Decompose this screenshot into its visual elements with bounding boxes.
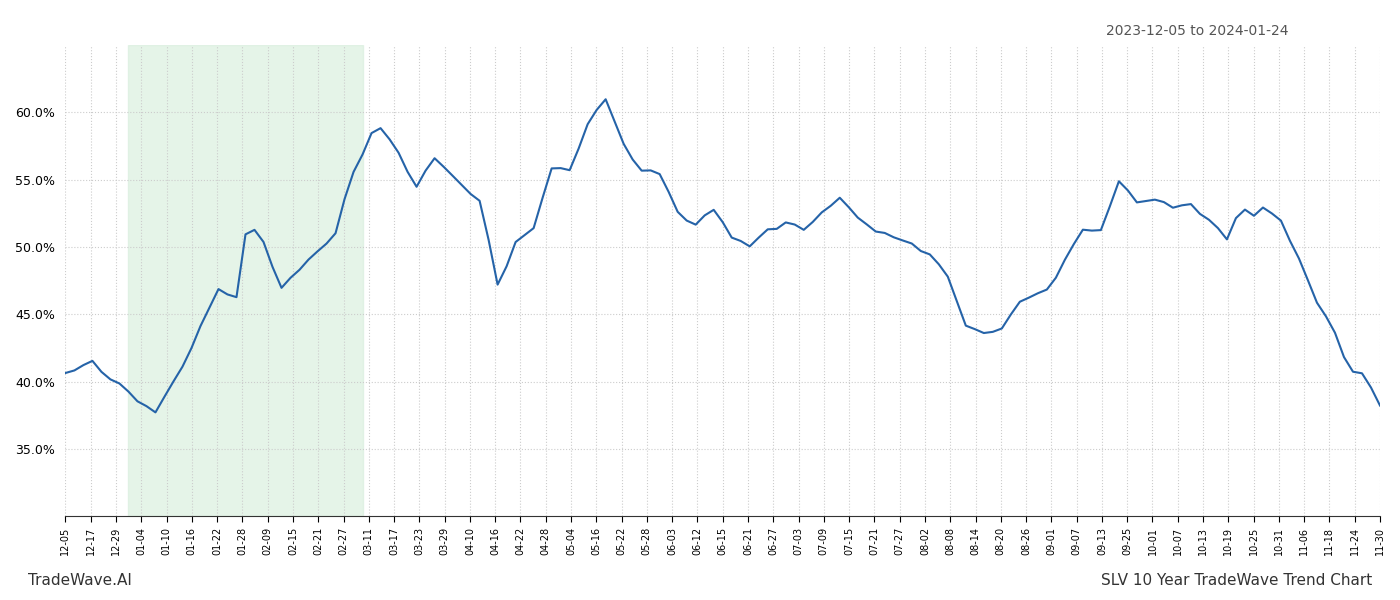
Text: TradeWave.AI: TradeWave.AI [28,573,132,588]
Text: SLV 10 Year TradeWave Trend Chart: SLV 10 Year TradeWave Trend Chart [1100,573,1372,588]
Text: 2023-12-05 to 2024-01-24: 2023-12-05 to 2024-01-24 [1106,24,1288,38]
Bar [129,45,363,516]
